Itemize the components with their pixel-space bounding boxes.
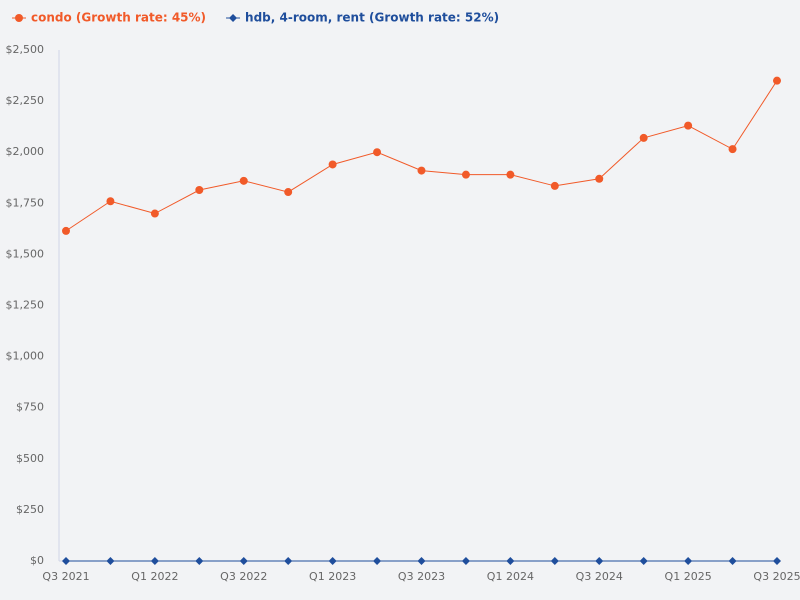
point [417, 166, 426, 175]
point [506, 557, 515, 565]
point [461, 557, 470, 565]
point [150, 209, 159, 218]
y-tick-label: $1,500 [6, 247, 45, 260]
y-tick-label: $500 [16, 452, 44, 465]
x-tick-label: Q3 2024 [576, 570, 623, 583]
point [328, 160, 337, 169]
x-tick-label: Q1 2025 [665, 570, 712, 583]
series-line [65, 80, 778, 232]
point [239, 176, 248, 185]
y-tick-label: $1,250 [6, 299, 45, 312]
x-tick-label: Q3 2023 [398, 570, 445, 583]
y-tick-label: $2,250 [6, 94, 45, 107]
y-tick-label: $2,000 [6, 145, 45, 158]
point [506, 170, 515, 179]
point [684, 557, 693, 565]
point [550, 557, 559, 565]
point [328, 557, 337, 565]
x-tick-label: Q3 2022 [220, 570, 267, 583]
point [195, 186, 204, 195]
point [639, 133, 648, 142]
y-tick-label: $2,500 [6, 43, 45, 56]
point [106, 557, 115, 565]
point [728, 145, 737, 154]
point [150, 557, 159, 565]
y-tick-label: $1,000 [6, 350, 45, 363]
y-tick-label: $250 [16, 503, 44, 516]
point [229, 14, 238, 22]
y-tick-label: $750 [16, 401, 44, 414]
point [106, 197, 115, 206]
point [62, 226, 70, 235]
point [550, 181, 559, 190]
x-tick-label: Q3 2021 [42, 570, 89, 583]
point [15, 14, 23, 22]
point [373, 148, 382, 157]
y-tick-label: $0 [30, 554, 44, 567]
point [284, 557, 293, 565]
point [773, 76, 781, 85]
x-tick-label: Q3 2025 [753, 570, 800, 583]
x-tick-label: Q1 2024 [487, 570, 534, 583]
point [595, 557, 604, 565]
x-tick-label: Q1 2023 [309, 570, 356, 583]
point [373, 557, 382, 565]
y-tick-label: $1,750 [6, 196, 45, 209]
point [195, 557, 204, 565]
point [728, 557, 737, 565]
point [595, 174, 604, 183]
x-tick-label: Q1 2022 [131, 570, 178, 583]
legend-label: hdb, 4-room, rent (Growth rate: 52%) [245, 11, 499, 25]
point [417, 557, 426, 565]
point [239, 557, 248, 565]
point [62, 557, 70, 565]
point [284, 188, 293, 197]
point [773, 557, 781, 565]
point [461, 170, 470, 179]
legend-label: condo (Growth rate: 45%) [31, 11, 206, 25]
point [684, 121, 693, 130]
point [639, 557, 648, 565]
